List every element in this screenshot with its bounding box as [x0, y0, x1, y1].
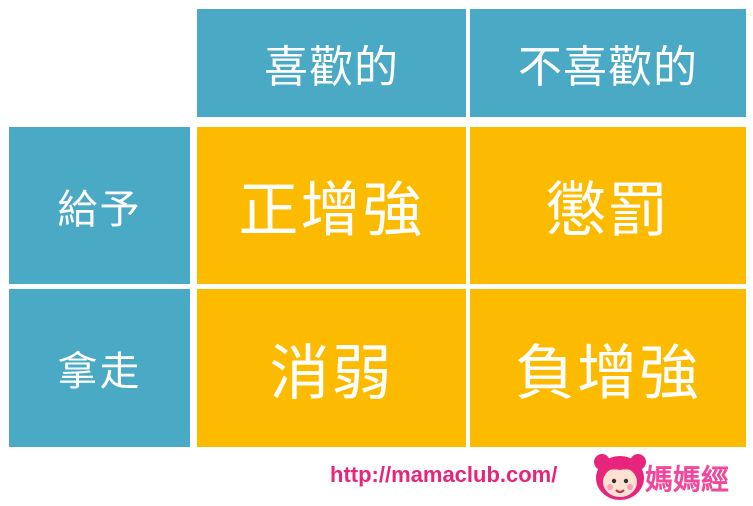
quadrant-positive-reinforcement: 正增強 [197, 127, 466, 284]
column-header-liked: 喜歡的 [197, 9, 466, 117]
column-header-disliked: 不喜歡的 [470, 9, 746, 117]
brand-logo: 媽媽經 [590, 450, 750, 502]
logo-text: 媽媽經 [645, 463, 730, 496]
quadrant-punishment: 懲罰 [470, 127, 746, 284]
row-header-give: 給予 [9, 127, 190, 284]
quadrant-negative-reinforcement: 負增強 [470, 289, 746, 447]
website-url[interactable]: http://mamaclub.com/ [330, 462, 558, 487]
quadrant-extinction: 消弱 [197, 289, 466, 447]
mascot-face-icon [594, 454, 646, 500]
row-header-take: 拿走 [9, 289, 190, 447]
